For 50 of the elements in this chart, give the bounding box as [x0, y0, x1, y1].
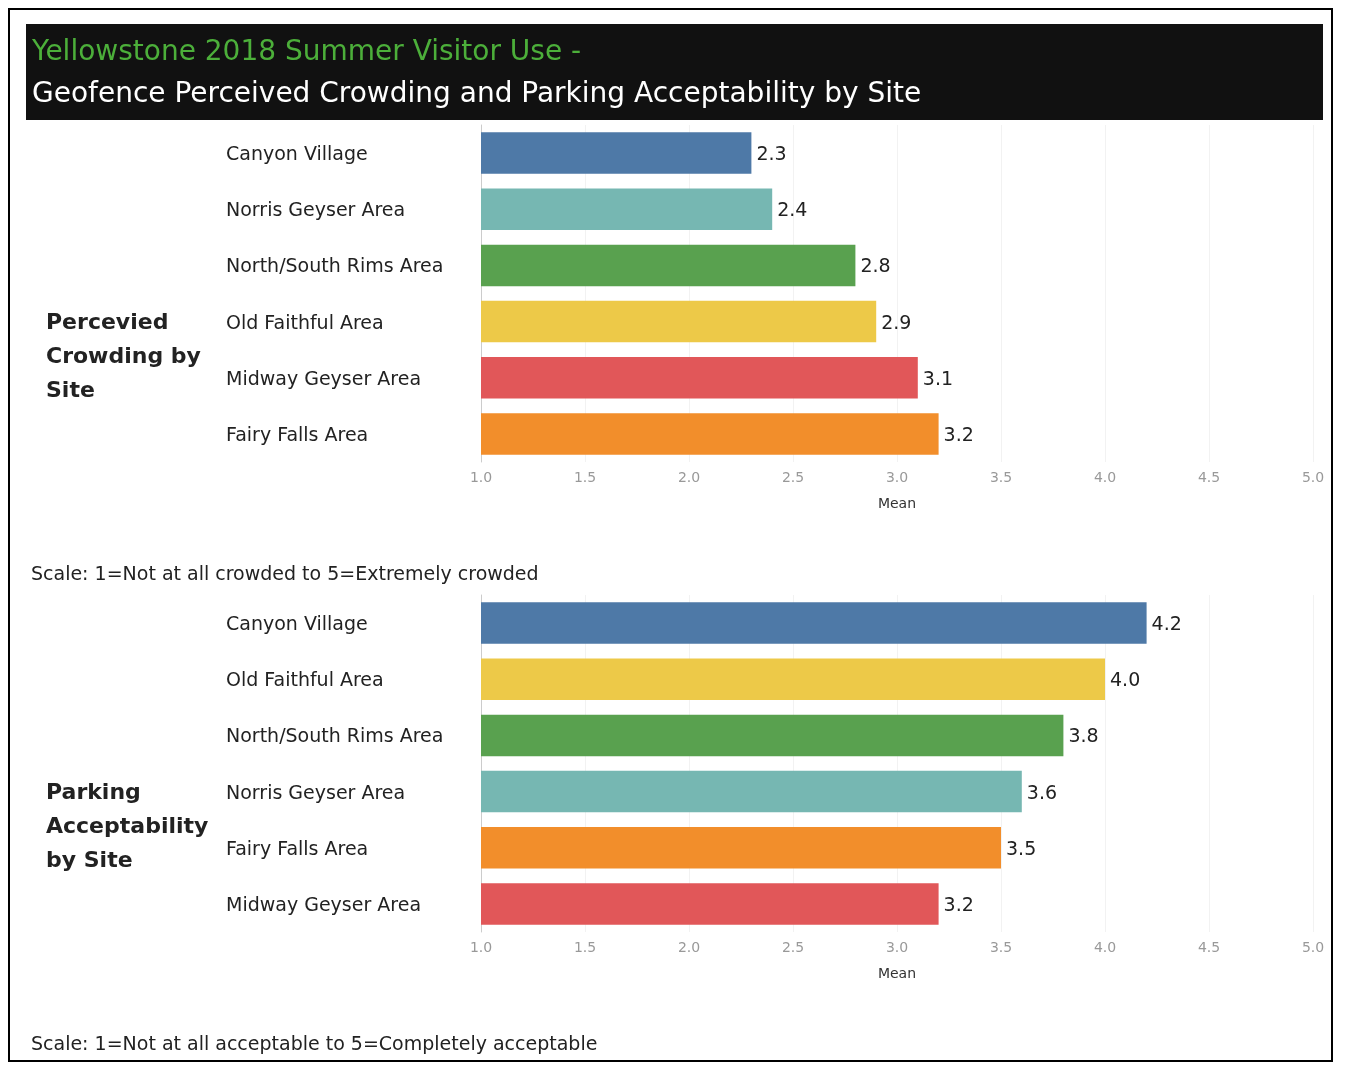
- y-tick-label: Canyon Village: [226, 142, 368, 165]
- x-tick-label: 4.0: [1093, 469, 1117, 485]
- data-label: 3.2: [943, 892, 974, 915]
- data-label: 2.8: [860, 254, 891, 277]
- x-tick-label: 3.5: [989, 939, 1013, 955]
- x-tick-label: 1.5: [573, 469, 597, 485]
- y-tick-label: Fairy Falls Area: [226, 836, 369, 859]
- x-tick-label: 2.0: [677, 939, 701, 955]
- x-tick-label: 5.0: [1301, 939, 1325, 955]
- chart-subtitle: Geofence Perceived Crowding and Parking Acceptability by Site: [32, 75, 923, 111]
- y-axis-title: Percevied Crowding by Site: [46, 308, 209, 402]
- text: Scale: 1=Not at all crowded to 5=Extremely crowded: [31, 561, 539, 584]
- text: Scale: 1=Not at all acceptable to 5=Completely acceptable: [31, 1031, 598, 1054]
- x-tick-label: 2.5: [781, 469, 805, 485]
- y-tick-label: Midway Geyser Area: [226, 892, 422, 915]
- x-axis-title: Mean: [877, 965, 917, 981]
- data-label: 2.3: [756, 142, 787, 165]
- x-tick-label: 1.0: [469, 939, 493, 955]
- data-label: 3.8: [1068, 724, 1099, 747]
- x-tick-label: 1.5: [573, 939, 597, 955]
- y-axis-title: Parking Acceptability by Site: [46, 778, 217, 872]
- x-tick-label: 3.0: [885, 939, 909, 955]
- y-tick-label: North/South Rims Area: [226, 254, 444, 277]
- y-tick-label: Norris Geyser Area: [226, 780, 406, 803]
- x-tick-label: 2.5: [781, 939, 805, 955]
- y-tick-label: Canyon Village: [226, 612, 368, 635]
- data-label: 4.0: [1110, 668, 1141, 691]
- data-label: 4.2: [1151, 612, 1182, 635]
- x-tick-label: 1.0: [469, 469, 493, 485]
- chart-title: Yellowstone 2018 Summer Visitor Use -: [32, 33, 583, 69]
- data-label: 3.2: [943, 422, 974, 445]
- y-tick-label: North/South Rims Area: [226, 724, 444, 747]
- x-tick-label: 4.5: [1197, 939, 1221, 955]
- y-tick-label: Old Faithful Area: [226, 310, 384, 333]
- x-tick-label: 4.5: [1197, 469, 1221, 485]
- data-label: 3.5: [1006, 836, 1037, 859]
- y-tick-label: Norris Geyser Area: [226, 198, 406, 221]
- data-label: 2.9: [881, 310, 912, 333]
- x-tick-label: 4.0: [1093, 939, 1117, 955]
- data-label: 2.4: [777, 198, 808, 221]
- x-tick-label: 2.0: [677, 469, 701, 485]
- y-tick-label: Old Faithful Area: [226, 668, 384, 691]
- x-tick-label: 5.0: [1301, 469, 1325, 485]
- y-tick-label: Midway Geyser Area: [226, 366, 422, 389]
- data-label: 3.1: [922, 366, 954, 389]
- x-axis-title: Mean: [877, 495, 917, 511]
- x-tick-label: 3.5: [989, 469, 1013, 485]
- y-tick-label: Fairy Falls Area: [226, 422, 369, 445]
- x-tick-label: 3.0: [885, 469, 909, 485]
- data-label: 3.6: [1026, 780, 1058, 803]
